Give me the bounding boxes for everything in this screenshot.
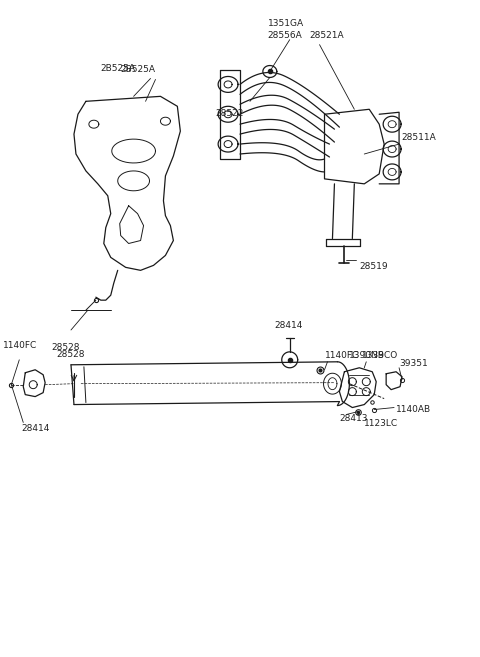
Text: 28413: 28413 bbox=[339, 415, 368, 424]
Text: 1140AB: 1140AB bbox=[396, 405, 431, 413]
Text: 2B525A: 2B525A bbox=[101, 64, 136, 74]
Text: 1123LC: 1123LC bbox=[364, 419, 398, 428]
Text: 1140FC: 1140FC bbox=[3, 341, 37, 350]
Text: 1390NB: 1390NB bbox=[349, 351, 385, 360]
Text: 28519: 28519 bbox=[360, 262, 388, 271]
Text: 28528: 28528 bbox=[51, 343, 80, 352]
Text: 1339CO: 1339CO bbox=[362, 351, 398, 360]
Text: 39351: 39351 bbox=[399, 359, 428, 368]
Text: 28511A: 28511A bbox=[401, 133, 436, 142]
Text: 28556A: 28556A bbox=[268, 31, 302, 39]
Text: 2B525A: 2B525A bbox=[120, 66, 156, 74]
Text: 28414: 28414 bbox=[275, 321, 303, 330]
Text: 28528: 28528 bbox=[56, 350, 84, 359]
Text: 28521A: 28521A bbox=[310, 31, 344, 39]
Text: 1351GA: 1351GA bbox=[268, 19, 304, 28]
Text: 28414: 28414 bbox=[21, 424, 49, 434]
Text: 28522: 28522 bbox=[215, 109, 243, 118]
Text: 1140FC: 1140FC bbox=[324, 351, 359, 360]
